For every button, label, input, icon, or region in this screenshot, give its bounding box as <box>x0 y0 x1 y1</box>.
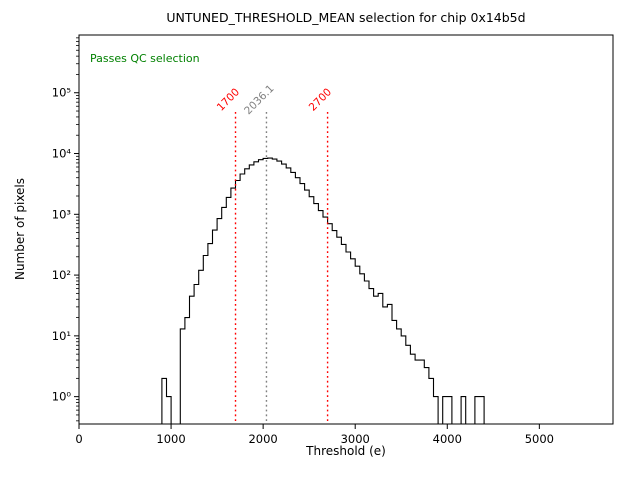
x-tick-label: 1000 <box>156 432 185 446</box>
y-axis-label: Number of pixels <box>13 177 27 281</box>
x-tick-label: 0 <box>75 432 82 446</box>
y-tick-label: 10⁴ <box>52 147 72 161</box>
vline-label: 2036.1 <box>242 83 276 117</box>
x-axis-label: Threshold (e) <box>306 444 386 458</box>
vline-label: 2700 <box>307 86 334 113</box>
x-tick-label: 2000 <box>248 432 277 446</box>
vline-label: 1700 <box>215 86 242 113</box>
plot-frame <box>78 34 614 425</box>
y-tick-label: 10⁵ <box>52 86 72 100</box>
y-tick-label: 10⁰ <box>52 390 72 404</box>
qc-annotation: Passes QC selection <box>90 52 200 65</box>
histogram-step-line <box>161 157 485 425</box>
x-tick-label: 3000 <box>341 432 370 446</box>
y-tick-label: 10² <box>52 268 71 282</box>
y-tick-label: 10³ <box>52 207 72 221</box>
x-tick-label: 5000 <box>525 432 554 446</box>
y-tick-label: 10¹ <box>52 329 71 343</box>
chart-title: UNTUNED_THRESHOLD_MEAN selection for chi… <box>166 10 526 25</box>
x-tick-label: 4000 <box>433 432 462 446</box>
